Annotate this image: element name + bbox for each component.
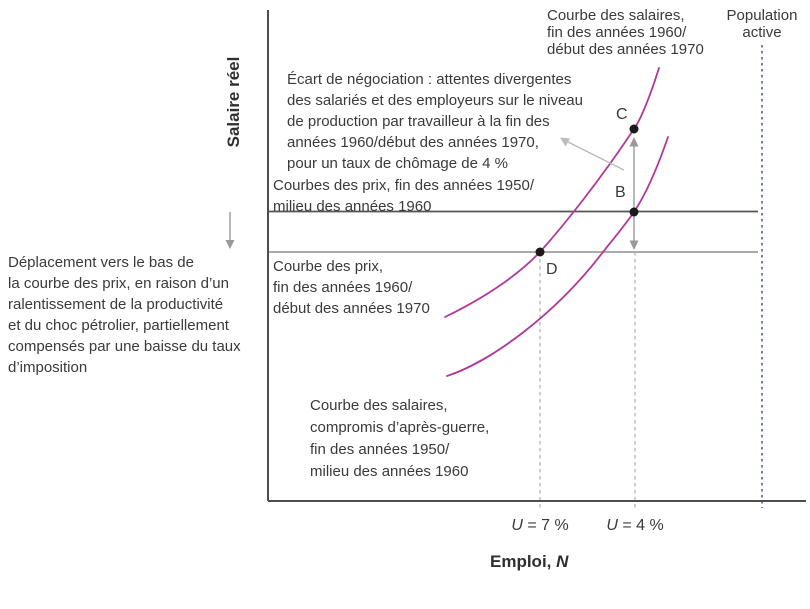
- bargaining-gap-arrowhead-down: [629, 240, 639, 250]
- u7-value: = 7 %: [522, 517, 569, 534]
- point-B-dot: [629, 207, 639, 217]
- gap-note-arrow-shaft: [566, 140, 625, 171]
- point-D-label: D: [546, 261, 558, 278]
- population-active-label: Population active: [726, 7, 798, 41]
- bargaining-gap-arrowhead-up: [629, 137, 639, 147]
- wage-curve-new: [444, 67, 660, 318]
- u4-value: = 4 %: [617, 517, 664, 534]
- point-B-label: B: [615, 184, 626, 201]
- point-C-label: C: [616, 106, 628, 123]
- x-axis-title-variable: N: [556, 552, 569, 571]
- x-axis-title: Emploi, N: [490, 552, 568, 572]
- x-tick-u7: U = 7 %: [495, 517, 585, 535]
- bargaining-gap-note: Écart de négociation : attentes divergen…: [287, 71, 583, 172]
- point-C-dot: [629, 124, 639, 134]
- x-axis-title-text: Emploi,: [490, 552, 557, 571]
- price-shift-arrowhead: [225, 240, 235, 249]
- point-D-dot: [535, 247, 545, 257]
- x-tick-u4: U = 4 %: [590, 517, 680, 535]
- y-axis-title: Salaire réel: [224, 56, 243, 148]
- wage-curve-old-label: Courbe des salaires, compromis d’après-g…: [310, 397, 490, 480]
- gap-note-arrowhead: [560, 137, 570, 147]
- u4-variable: U: [606, 517, 618, 534]
- price-curve-new-label: Courbe des prix, fin des années 1960/ dé…: [273, 258, 430, 317]
- wage-curve-old: [446, 136, 669, 377]
- price-shift-note: Déplacement vers le bas de la courbe des…: [8, 254, 241, 376]
- price-curve-old-label: Courbes des prix, fin des années 1950/ m…: [273, 177, 534, 215]
- u7-variable: U: [511, 517, 523, 534]
- wage-curve-new-label: Courbe des salaires, fin des années 1960…: [547, 7, 704, 58]
